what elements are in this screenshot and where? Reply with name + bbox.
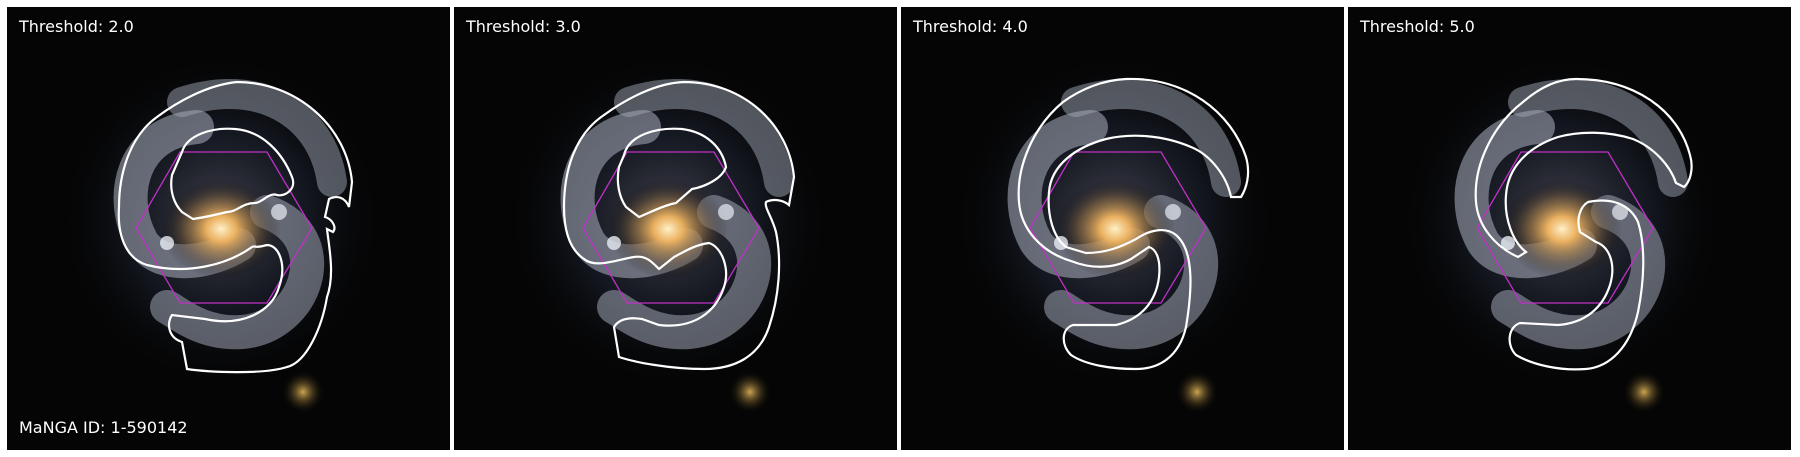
galaxy-panel-threshold-4: Threshold: 4.0: [901, 7, 1344, 450]
galaxy-panel-threshold-3: Threshold: 3.0: [454, 7, 897, 450]
threshold-label: Threshold: 4.0: [913, 17, 1028, 36]
segmentation-contour: [1474, 77, 1693, 259]
galaxy-image-threshold-4: [901, 7, 1344, 450]
hexagon-footprint: [1029, 151, 1207, 304]
galaxy-image-threshold-3: [454, 7, 897, 450]
galaxy-image-threshold-2: [7, 7, 450, 450]
manga-id-label: MaNGA ID: 1-590142: [19, 418, 188, 437]
hexagon-footprint: [1476, 151, 1654, 304]
galaxy-image-threshold-5: [1348, 7, 1791, 450]
hexagon-footprint: [582, 151, 760, 304]
galaxy-panel-threshold-5: Threshold: 5.0: [1348, 7, 1791, 450]
segmentation-contour: [562, 80, 796, 371]
segmentation-contour-inner: [616, 127, 728, 219]
threshold-label: Threshold: 2.0: [19, 17, 134, 36]
segmentation-contour-lower: [1508, 199, 1645, 371]
galaxy-panel-threshold-2: Threshold: 2.0 MaNGA ID: 1-590142: [7, 7, 450, 450]
hexagon-footprint: [135, 151, 313, 304]
threshold-label: Threshold: 5.0: [1360, 17, 1475, 36]
segmentation-contour: [1017, 77, 1250, 371]
segmentation-contour: [117, 80, 354, 374]
segmentation-contour-inner: [170, 127, 295, 221]
threshold-label: Threshold: 3.0: [466, 17, 581, 36]
